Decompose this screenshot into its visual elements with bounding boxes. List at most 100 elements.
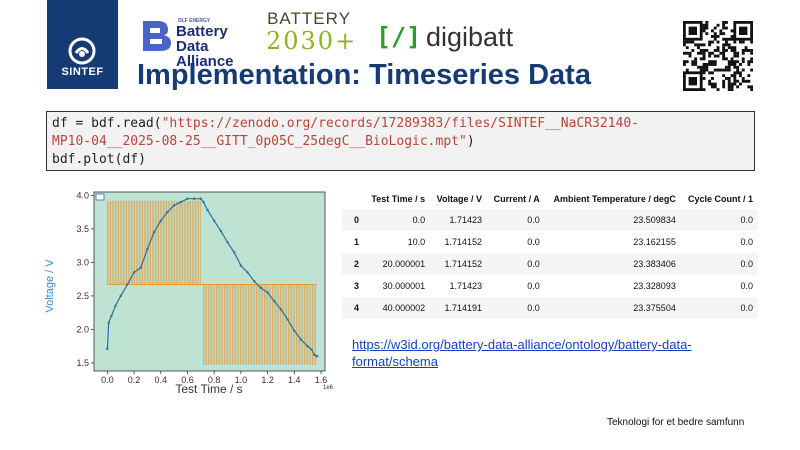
table-cell: 1.714152	[444, 259, 482, 269]
voltage-data-point	[206, 208, 209, 212]
qr-module	[733, 77, 737, 80]
qr-module	[694, 57, 698, 61]
qr-module	[722, 43, 726, 47]
qr-module	[694, 43, 698, 47]
qr-module	[727, 37, 731, 41]
x-axis-label: Test Time / s	[175, 382, 242, 394]
table-cell: 23.509834	[633, 215, 676, 225]
battery-data-alliance-icon	[143, 21, 171, 51]
qr-module	[725, 57, 728, 61]
qr-module	[683, 40, 686, 44]
qr-module	[722, 51, 726, 55]
voltage-chart: 0.0 0.2 0.4 0.6 0.8 1.0 1.2 1.4 1.6 1.5 2.0 2.5 3.0 3…	[44, 190, 334, 394]
table-cell: 1.714191	[444, 303, 482, 313]
qr-module	[683, 43, 686, 47]
table-cell: 0.0	[412, 215, 426, 225]
voltage-data-point	[310, 348, 313, 351]
qr-module	[685, 51, 689, 55]
voltage-data-point	[192, 197, 196, 200]
qr-module	[722, 21, 726, 24]
qr-module	[722, 74, 726, 78]
qr-module	[730, 82, 734, 86]
qr-module	[708, 54, 712, 58]
qr-module	[711, 63, 714, 66]
qr-module	[739, 82, 742, 86]
qr-module	[727, 63, 731, 66]
qr-module	[699, 57, 703, 61]
code-line-2: MP10-04__2025-08-25__GITT_0p05C_25degC__…	[52, 133, 749, 151]
qr-module	[727, 88, 731, 91]
qr-module	[736, 85, 740, 89]
table-cell: 23.375504	[633, 303, 676, 313]
qr-module	[702, 88, 706, 91]
qr-module	[739, 26, 748, 35]
qr-module	[722, 49, 726, 52]
table-header-voltage: Voltage / V	[436, 194, 482, 204]
y-tick-label: 3.0	[76, 257, 89, 267]
qr-module	[722, 68, 726, 72]
battery-2030-logo: BATTERY 2030+	[266, 9, 355, 55]
y-tick-label: 3.5	[76, 224, 89, 234]
voltage-data-point	[159, 219, 162, 223]
legend-marker	[95, 193, 105, 201]
qr-module	[708, 60, 712, 64]
qr-module	[727, 77, 731, 80]
qr-module	[741, 79, 745, 83]
x-tick-label: 0.2	[128, 375, 141, 385]
x-tick-label: 1.6	[315, 375, 328, 385]
qr-module	[716, 49, 720, 52]
qr-module	[730, 63, 734, 66]
sintef-logo: SINTEF	[47, 0, 118, 89]
qr-module	[702, 65, 706, 69]
qr-module	[722, 82, 726, 86]
qr-module	[716, 23, 720, 27]
x-tick-label: 0.6	[181, 375, 194, 385]
qr-module	[683, 60, 686, 64]
qr-module	[705, 32, 709, 36]
qr-module	[702, 51, 706, 55]
digibatt-logo: [/] digibatt	[376, 22, 536, 58]
qr-module	[730, 74, 734, 78]
voltage-data-point	[119, 294, 122, 298]
qr-module	[708, 63, 712, 66]
qr-module	[727, 43, 731, 47]
qr-module	[741, 49, 745, 52]
qr-module	[713, 82, 717, 86]
qr-module	[741, 68, 745, 72]
qr-module	[702, 23, 706, 27]
table-cell: 0.0	[740, 303, 753, 313]
qr-module	[750, 60, 753, 64]
voltage-data-point	[126, 283, 129, 286]
table-cell-index: 4	[354, 303, 360, 313]
qr-module	[702, 68, 706, 72]
qr-module	[727, 79, 731, 83]
qr-module	[722, 79, 726, 83]
battery-2030-top-text: BATTERY	[267, 9, 351, 28]
qr-module	[747, 49, 751, 52]
qr-module	[741, 77, 745, 80]
qr-module	[716, 88, 720, 91]
table-cell-index: 3	[354, 281, 360, 291]
y-axis-label: Voltage / V	[44, 259, 56, 313]
footer-tagline: Teknologi for et bedre samfunn	[607, 417, 745, 428]
qr-module	[711, 29, 714, 33]
voltage-data-point	[293, 329, 296, 332]
qr-module	[727, 65, 731, 69]
qr-module	[733, 63, 737, 66]
voltage-data-point	[202, 200, 205, 204]
qr-module	[744, 49, 748, 52]
voltage-data-point	[166, 210, 169, 214]
code-line-2-suffix: )	[466, 134, 475, 149]
table-row: 4 40.000002 1.714191 0.0 23.375504 0.0	[342, 297, 758, 319]
schema-link[interactable]: https://w3id.org/battery-data-alliance/o…	[352, 337, 692, 369]
qr-module	[691, 60, 695, 64]
qr-module	[750, 40, 753, 44]
qr-module	[711, 51, 714, 55]
qr-module	[702, 29, 706, 33]
qr-module	[733, 60, 737, 64]
voltage-data-point	[233, 251, 236, 254]
digibatt-wordmark: digibatt	[426, 22, 514, 52]
qr-module	[702, 71, 706, 75]
qr-module	[741, 60, 745, 64]
qr-module	[725, 40, 728, 44]
